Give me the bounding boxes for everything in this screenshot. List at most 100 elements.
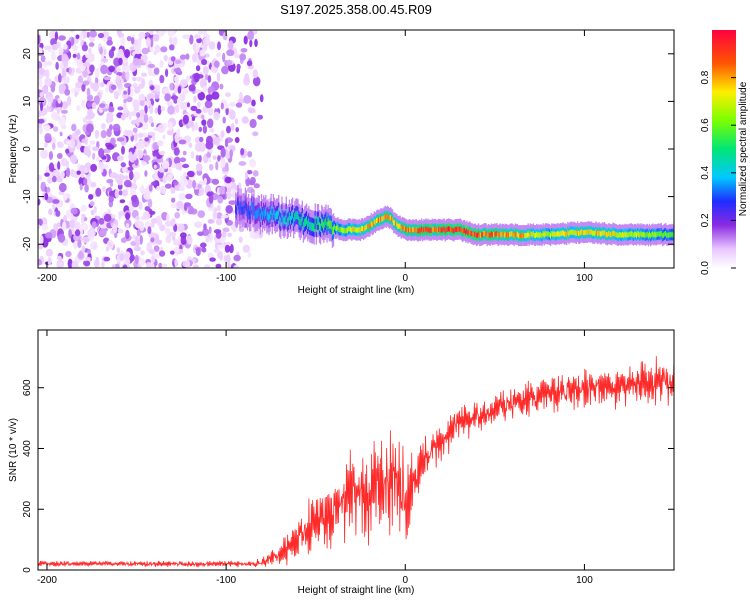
spectrogram-ridge-cell (672, 232, 674, 238)
spectrogram-ridge-cell (518, 233, 521, 239)
spectrogram-ridge-cell (460, 227, 463, 233)
spectrogram-ridge-cell (363, 227, 365, 233)
spectrogram-ridge-cell (499, 231, 501, 237)
spectrogram-ridge-cell (328, 220, 330, 229)
spectrogram-cell (82, 124, 88, 132)
spectrogram-cell (185, 193, 193, 200)
spectrogram-cell (130, 173, 135, 178)
spectrogram-ridge-cell (412, 226, 414, 233)
spectrogram-ridge-cell (399, 223, 401, 229)
spectrogram-cell (204, 53, 210, 58)
spectrogram-ridge-cell (253, 202, 255, 211)
spectrogram-cell (225, 186, 232, 194)
spectrogram-ridge-cell (340, 226, 342, 233)
spectrogram-cell (216, 212, 223, 220)
spectrogram-cell (95, 187, 102, 197)
spectrogram-cell (159, 150, 166, 156)
spectrogram-ridge-cell (308, 218, 310, 227)
spectrogram-cell (145, 37, 151, 47)
spectrogram-ridge-cell (503, 232, 506, 238)
spectrogram-ridge-cell (432, 227, 435, 233)
spectrogram-cell (174, 133, 179, 143)
spectrogram-cell (192, 264, 200, 268)
spectrogram-cell (240, 48, 248, 53)
spectrogram-cell (145, 262, 152, 268)
spectrogram-cell (188, 236, 193, 245)
spectrogram-ridge-cell (602, 230, 604, 236)
spectrogram-cell (66, 96, 72, 106)
spectrogram-ridge-cell (571, 229, 573, 235)
spectrogram-cell (199, 136, 204, 143)
snr-x-ticks: -200 -100 0 100 (37, 330, 593, 586)
spectrogram-ridge-cell (332, 225, 335, 234)
spectrogram-ridge-cell (671, 231, 673, 237)
spectrogram-cell (211, 91, 220, 100)
spectrogram-ridge-cell (418, 227, 421, 233)
spectrogram-cell (147, 226, 152, 235)
spectrogram-cell (236, 63, 241, 71)
spectrogram-cell (56, 261, 64, 268)
spectrogram-cell (133, 245, 142, 252)
spectrogram-cell (173, 156, 181, 165)
spectrogram-cell (148, 66, 153, 77)
spectrogram-cell (123, 175, 129, 180)
spectrogram-cell (164, 93, 171, 102)
spectrogram-ridge-cell (445, 227, 448, 233)
spectrogram-ridge-cell (338, 226, 340, 232)
spectrogram-cell (213, 111, 220, 121)
spectrogram-cell (97, 32, 105, 39)
spectrogram-ridge-cell (371, 222, 373, 228)
spectrogram-cell (73, 241, 78, 250)
spectrogram-ridge-cell (484, 230, 486, 237)
spectrogram-cell (220, 102, 224, 110)
spectrogram-ridge-cell (365, 225, 367, 231)
spectrogram-ridge-cell (437, 227, 439, 233)
spectrogram-cell (98, 148, 105, 158)
spectrogram-cell (89, 140, 96, 145)
spectrogram-ridge-cell (251, 201, 253, 210)
snr-x-tick-label: 0 (402, 575, 408, 586)
spectrogram-ridge-cell (351, 227, 353, 233)
spectrogram-cell (159, 250, 166, 257)
spectrogram-ridge-cell (318, 222, 321, 231)
spectrogram-cell (138, 201, 143, 210)
spectrogram-ridge-cell (264, 210, 266, 219)
spectrogram-ridge-cell (545, 231, 547, 237)
spectrogram-cell (103, 256, 111, 262)
spectrogram-ridge-cell (361, 226, 364, 232)
spectrogram-cell (66, 140, 71, 145)
spectrogram-cell (183, 203, 188, 212)
spectrogram-ridge-cell (411, 227, 413, 234)
spectrogram-ridge-cell (626, 231, 628, 237)
spectrogram-cell (39, 235, 44, 245)
spectrogram-ridge-cell (557, 231, 559, 237)
spectrogram-cell (201, 247, 207, 253)
spectrogram-cell (149, 104, 154, 115)
spectrogram-cell (80, 222, 88, 229)
spectrogram-x-tick-label: 100 (576, 273, 593, 284)
snr-series-line (38, 356, 674, 568)
spectrogram-cell (66, 167, 71, 178)
spectrogram-ridge-cell (427, 226, 429, 232)
spectrogram-ridge-cell (479, 233, 481, 239)
spectrogram-ridge-cell (420, 228, 422, 234)
spectrogram-ridge-cell (588, 229, 590, 235)
spectrogram-ridge-cell (249, 210, 251, 219)
spectrogram-ridge-cell (536, 231, 538, 237)
spectrogram-cell (151, 181, 157, 186)
spectrogram-cell (197, 184, 202, 189)
spectrogram-ridge-cell (526, 232, 528, 239)
spectrogram-cell (131, 110, 138, 117)
spectrogram-cell (43, 45, 52, 50)
spectrogram-cell (121, 145, 125, 155)
spectrogram-ridge-cell (421, 226, 423, 232)
spectrogram-cell (172, 36, 178, 46)
spectrogram-ridge-cell (565, 231, 567, 237)
spectrogram-cell (217, 244, 225, 249)
spectrogram-ridge-cell (352, 226, 354, 232)
spectrogram-cell (197, 91, 206, 101)
spectrogram-cell (96, 156, 100, 162)
spectrogram-cell (132, 76, 137, 82)
spectrogram-cell (174, 59, 182, 64)
